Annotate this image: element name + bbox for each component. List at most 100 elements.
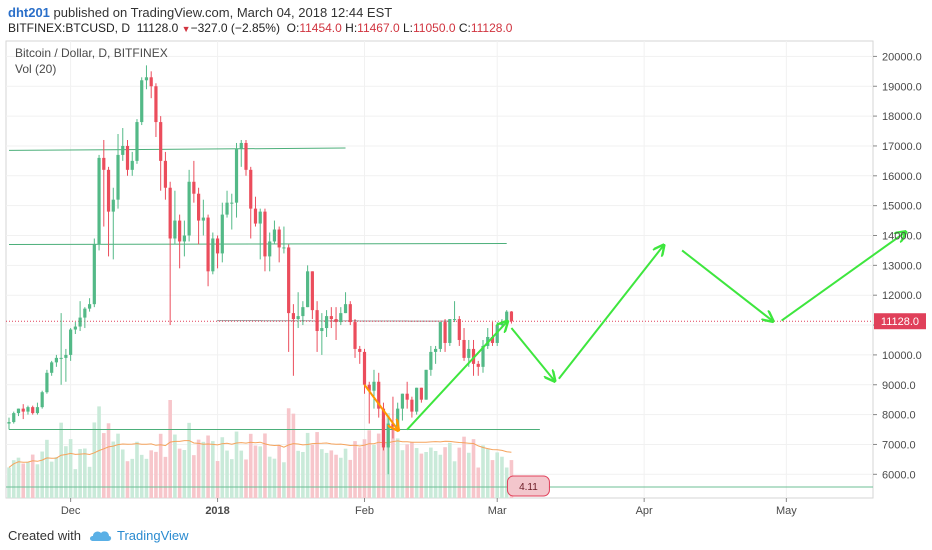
candle-body bbox=[372, 381, 376, 391]
footer: Created with TradingView bbox=[0, 520, 932, 550]
volume-bar bbox=[343, 448, 348, 498]
candle-body bbox=[102, 157, 106, 170]
candle-body bbox=[396, 408, 400, 427]
candle-body bbox=[35, 407, 40, 414]
candle-body bbox=[249, 169, 253, 209]
volume-bar bbox=[438, 454, 443, 498]
volume-bar bbox=[40, 451, 44, 498]
candle-body bbox=[258, 211, 262, 224]
volume-bar bbox=[239, 450, 244, 498]
plot-area[interactable] bbox=[5, 40, 874, 499]
volume-bar bbox=[267, 456, 272, 498]
trendlines bbox=[6, 147, 873, 431]
volume-bar bbox=[111, 441, 116, 498]
low-label: L: bbox=[403, 21, 414, 35]
volume-bar bbox=[211, 441, 215, 498]
candle-body bbox=[277, 229, 281, 248]
price-tick-label: 9000.0 bbox=[882, 380, 916, 392]
candle-body bbox=[362, 351, 367, 385]
price-tick-label: 10000.0 bbox=[882, 350, 922, 362]
price-chart[interactable]: 20000.0 19000.0 18000.0 17000.0 16000.0 15000… bbox=[0, 40, 932, 520]
low-value: 11050.0 bbox=[413, 21, 456, 35]
time-tick-label: 2018 bbox=[205, 505, 229, 517]
volume-bar bbox=[490, 460, 495, 498]
orange-projection-arrow bbox=[363, 384, 398, 430]
volume-bar bbox=[301, 451, 305, 498]
candle-body bbox=[50, 362, 54, 373]
candle-body bbox=[343, 304, 348, 314]
candle-body bbox=[310, 271, 314, 311]
candle-body bbox=[244, 142, 248, 170]
volume-bar bbox=[481, 445, 485, 498]
candle-body bbox=[462, 339, 466, 358]
volume-bar bbox=[339, 457, 343, 498]
green-projection-arrow bbox=[781, 233, 905, 322]
price-tick-label: 17000.0 bbox=[882, 141, 922, 153]
volume-bar bbox=[59, 422, 63, 498]
candle-body bbox=[159, 122, 163, 161]
candle-body bbox=[291, 313, 295, 320]
volume-bar bbox=[466, 452, 471, 498]
candle-body bbox=[187, 181, 191, 236]
volume-bar bbox=[64, 446, 68, 498]
volume-bar bbox=[305, 432, 310, 498]
candle-body bbox=[106, 169, 111, 212]
candle-body bbox=[381, 408, 386, 448]
volume-bar bbox=[263, 433, 267, 498]
volume-bar bbox=[372, 444, 376, 498]
volume-bar bbox=[452, 461, 457, 498]
time-tick-label: Apr bbox=[636, 505, 653, 517]
candle-body bbox=[225, 202, 229, 215]
last-price-value: 11128.0 bbox=[136, 21, 179, 35]
candle-body bbox=[201, 217, 205, 221]
volume-bar bbox=[135, 441, 139, 498]
volume-bar bbox=[106, 423, 111, 498]
time-tick-label: Feb bbox=[355, 505, 374, 517]
volume-bar bbox=[177, 448, 182, 498]
candle-body bbox=[253, 208, 258, 224]
published-text: published on TradingView.com, March 04, … bbox=[49, 5, 393, 20]
candle-body bbox=[339, 313, 343, 323]
candle-body bbox=[452, 319, 457, 321]
candle-body bbox=[272, 229, 277, 242]
candle-body bbox=[178, 220, 182, 242]
volume-bar bbox=[500, 456, 504, 498]
volume-bar bbox=[457, 447, 462, 498]
volume-bar bbox=[21, 463, 26, 498]
chart-header: dht201 published on TradingView.com, Mar… bbox=[0, 0, 932, 40]
volume-bar bbox=[78, 449, 82, 498]
candle-body bbox=[121, 145, 125, 155]
volume-bar bbox=[196, 439, 201, 498]
tradingview-brand-link[interactable]: TradingView bbox=[117, 528, 189, 543]
volume-bar bbox=[448, 442, 452, 498]
candle-body bbox=[353, 322, 357, 349]
candle-body bbox=[135, 122, 139, 161]
volume-pane bbox=[6, 400, 873, 498]
green-projection-arrow bbox=[558, 246, 663, 380]
author-link[interactable]: dht201 bbox=[8, 5, 50, 20]
volume-bar bbox=[381, 419, 386, 498]
candle-body bbox=[31, 407, 35, 414]
volume-bar bbox=[282, 462, 286, 498]
chart-title: Bitcoin / Dollar, D, BITFINEX bbox=[15, 46, 168, 60]
candle-body bbox=[315, 310, 319, 332]
price-tick-label: 12000.0 bbox=[882, 290, 922, 302]
volume-bar bbox=[220, 437, 225, 498]
volume-bar bbox=[49, 461, 54, 498]
volume-bar bbox=[286, 408, 291, 498]
candle-body bbox=[358, 348, 362, 352]
price-axis[interactable]: 20000.0 19000.0 18000.0 17000.0 16000.0 15000… bbox=[873, 51, 922, 481]
volume-bar bbox=[433, 450, 438, 498]
volume-bar bbox=[277, 445, 281, 498]
candle-body bbox=[239, 142, 243, 149]
volume-bar bbox=[362, 439, 367, 498]
time-axis[interactable]: Dec 2018 Feb Mar Apr May bbox=[61, 498, 797, 517]
time-tick-label: Dec bbox=[61, 505, 81, 517]
candle-body bbox=[220, 214, 224, 254]
volume-bar bbox=[173, 434, 177, 498]
volume-bar bbox=[149, 450, 153, 498]
gridlines bbox=[6, 41, 873, 498]
candle-body bbox=[443, 322, 447, 343]
candle-body bbox=[140, 80, 144, 123]
tradingview-cloud-icon[interactable] bbox=[88, 528, 112, 542]
